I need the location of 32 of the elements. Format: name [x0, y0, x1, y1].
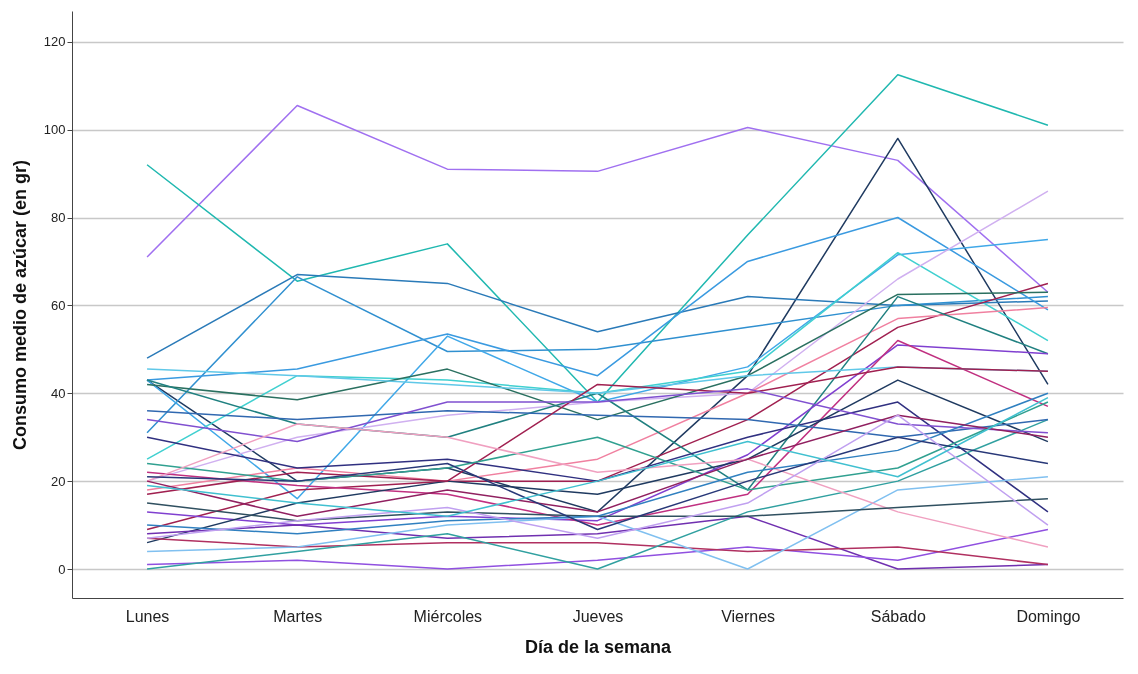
line-series	[146, 282, 1049, 531]
line-series	[146, 291, 1049, 421]
line-series	[146, 276, 1049, 434]
line-series	[146, 475, 1049, 570]
x-axis-title: Día de la semana	[524, 636, 673, 657]
x-tick-label: Sábado	[870, 607, 926, 625]
line-series	[146, 104, 1049, 293]
y-tick-label: 60	[51, 297, 66, 313]
line-series	[146, 497, 1049, 522]
x-tick-label: Lunes	[125, 607, 170, 625]
x-tick-label: Viernes	[721, 607, 776, 625]
x-tick-label: Domingo	[1016, 607, 1081, 625]
y-tick-label: 40	[51, 385, 66, 401]
x-tick-label: Miércoles	[413, 607, 483, 625]
line-series	[146, 273, 1049, 359]
y-tick-label: 100	[43, 122, 66, 138]
y-axis-title: Consumo medio de azúcar (en gr)	[9, 159, 30, 451]
y-tick-label: 0	[58, 561, 66, 577]
line-series	[146, 410, 1049, 438]
y-tick-label: 20	[51, 473, 66, 489]
y-tick-label: 80	[51, 210, 66, 225]
line-series	[146, 401, 1049, 491]
line-series	[146, 216, 1049, 381]
line-series	[146, 388, 1049, 443]
line-series	[146, 238, 1049, 500]
line-series	[146, 528, 1049, 570]
x-tick-label: Martes	[273, 607, 323, 625]
line-series	[146, 73, 1049, 403]
line-series	[146, 418, 1049, 570]
x-tick-label: Jueves	[572, 607, 624, 625]
line-series	[146, 251, 1049, 460]
y-tick-label: 120	[43, 34, 66, 50]
